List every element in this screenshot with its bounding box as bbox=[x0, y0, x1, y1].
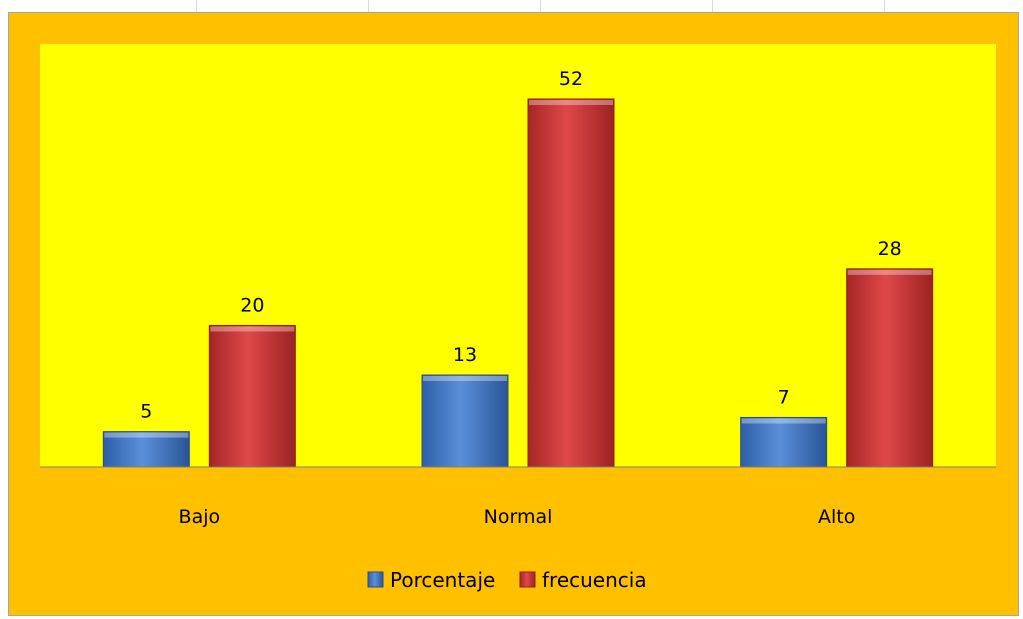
data-label-porcentaje-normal: 13 bbox=[453, 344, 477, 366]
bar-highlight bbox=[104, 432, 189, 438]
data-label-porcentaje-bajo: 5 bbox=[140, 401, 152, 423]
category-label-alto: Alto bbox=[818, 506, 855, 528]
bar-highlight bbox=[847, 269, 932, 275]
bar-porcentaje-bajo[interactable] bbox=[102, 431, 190, 468]
data-label-frecuencia-normal: 52 bbox=[559, 68, 583, 90]
bar-frecuencia-normal[interactable] bbox=[527, 98, 615, 468]
legend-label-frecuencia: frecuencia bbox=[542, 568, 647, 592]
legend[interactable]: Porcentaje frecuencia bbox=[367, 568, 647, 592]
bar-porcentaje-alto[interactable] bbox=[740, 416, 828, 468]
bar-frecuencia-alto[interactable] bbox=[846, 268, 934, 468]
data-label-frecuencia-bajo: 20 bbox=[240, 294, 264, 316]
bar-highlight bbox=[529, 100, 613, 105]
sheet-gridline bbox=[884, 0, 885, 12]
sheet-gridline bbox=[712, 0, 713, 12]
sheet-gridline bbox=[540, 0, 541, 12]
data-label-porcentaje-alto: 7 bbox=[778, 386, 790, 408]
category-label-bajo: Bajo bbox=[179, 506, 221, 528]
chart-area[interactable]: 5 20 13 52 7 28 Bajo Normal Alto Porcentaje frec… bbox=[8, 12, 1019, 616]
bar-chart: 5 20 13 52 7 28 Bajo Normal Alto Porcentaje frec… bbox=[40, 44, 996, 592]
bar-porcentaje-normal[interactable] bbox=[421, 374, 509, 468]
category-label-normal: Normal bbox=[484, 506, 553, 528]
bar-highlight bbox=[423, 376, 507, 381]
data-label-frecuencia-alto: 28 bbox=[878, 238, 902, 260]
plot-area bbox=[40, 44, 996, 467]
sheet-gridline bbox=[368, 0, 369, 12]
sheet-gridline bbox=[196, 0, 197, 12]
bar-highlight bbox=[741, 418, 826, 424]
legend-swatch-porcentaje bbox=[367, 571, 384, 588]
legend-swatch-frecuencia bbox=[519, 571, 536, 588]
bar-frecuencia-bajo[interactable] bbox=[208, 324, 296, 468]
legend-label-porcentaje: Porcentaje bbox=[390, 568, 495, 592]
bar-highlight bbox=[210, 326, 295, 332]
